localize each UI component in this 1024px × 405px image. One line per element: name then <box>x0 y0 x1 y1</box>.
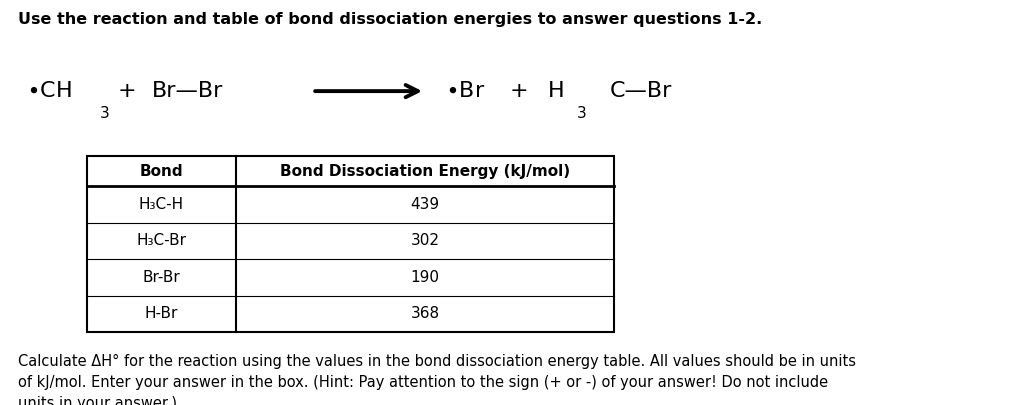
Text: +: + <box>510 81 528 101</box>
Text: $\bullet$Br: $\bullet$Br <box>445 81 485 101</box>
Bar <box>87 156 614 332</box>
Text: Bond Dissociation Energy (kJ/mol): Bond Dissociation Energy (kJ/mol) <box>280 164 570 179</box>
Text: Br-Br: Br-Br <box>142 270 180 285</box>
Text: 3: 3 <box>577 106 587 121</box>
Text: +: + <box>118 81 136 101</box>
Text: H: H <box>548 81 564 101</box>
Text: C—Br: C—Br <box>609 81 672 101</box>
Text: H₃C-H: H₃C-H <box>138 197 184 212</box>
Text: 439: 439 <box>411 197 439 212</box>
Text: 190: 190 <box>411 270 439 285</box>
Text: $\bullet$CH: $\bullet$CH <box>26 81 72 101</box>
Text: H₃C-Br: H₃C-Br <box>136 233 186 249</box>
Text: 368: 368 <box>411 306 439 322</box>
Text: H-Br: H-Br <box>144 306 178 322</box>
Text: Use the reaction and table of bond dissociation energies to answer questions 1-2: Use the reaction and table of bond disso… <box>18 12 763 27</box>
Text: 302: 302 <box>411 233 439 249</box>
Text: Calculate ΔH° for the reaction using the values in the bond dissociation energy : Calculate ΔH° for the reaction using the… <box>18 354 856 405</box>
Text: 3: 3 <box>99 106 110 121</box>
Text: Br—Br: Br—Br <box>152 81 223 101</box>
Text: Bond: Bond <box>139 164 183 179</box>
